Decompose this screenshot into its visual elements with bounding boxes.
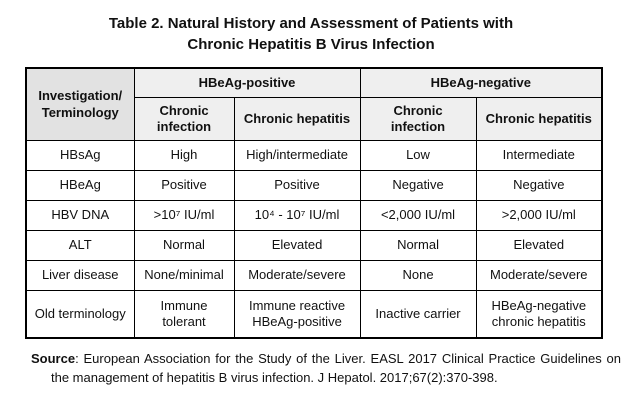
hbv-dna-pos-hepatitis-value: 10⁴ - 10⁷ IU/ml: [233, 200, 361, 231]
liver-disease-pos-hepatitis-value: Moderate/severe: [233, 260, 361, 291]
table-title: Table 2. Natural History and Assessment …: [30, 13, 592, 55]
group-header-hbeag-negative: HBeAg-negative: [359, 67, 603, 98]
table-title-line1: Table 2. Natural History and Assessment …: [108, 15, 514, 32]
table-row-hbeag: HBeAg Positive Positive Negative Negativ…: [25, 170, 603, 201]
alt-pos-infection-value: Normal: [133, 230, 235, 261]
row-label-hbeag: HBeAg: [25, 170, 135, 201]
corner-header-cell: Investigation/ Terminology: [25, 67, 135, 141]
hbeag-neg-infection-value: Negative: [359, 170, 477, 201]
sub-header-neg-chronic-infection: Chronic infection: [359, 97, 477, 141]
sub-header-neg-chronic-hepatitis: Chronic hepatitis: [475, 97, 603, 141]
alt-neg-infection-value: Normal: [359, 230, 477, 261]
row-label-hbv-dna: HBV DNA: [25, 200, 135, 231]
hbsag-neg-infection-value: Low: [359, 140, 477, 171]
page: Table 2. Natural History and Assessment …: [0, 13, 622, 413]
corner-header-line1: Investigation/: [38, 88, 123, 104]
old-term-neg-hepatitis-value: HBeAg-negative chronic hepatitis: [475, 290, 603, 339]
hbeag-pos-infection-value: Positive: [133, 170, 235, 201]
sub-header-pos-chronic-hepatitis: Chronic hepatitis: [233, 97, 361, 141]
source-text: : European Association for the Study of …: [51, 351, 621, 385]
liver-disease-neg-hepatitis-value: Moderate/severe: [475, 260, 603, 291]
table-row-liver-disease: Liver disease None/minimal Moderate/seve…: [25, 260, 603, 291]
old-term-neg-infection-value: Inactive carrier: [359, 290, 477, 339]
header-group-row: Investigation/ Terminology HBeAg-positiv…: [25, 67, 603, 141]
header-sub-row: Chronic infection Chronic hepatitis Chro…: [26, 97, 603, 141]
corner-header-line2: Terminology: [41, 104, 119, 120]
hbsag-pos-infection-value: High: [133, 140, 235, 171]
sub-header-pos-chronic-infection: Chronic infection: [133, 97, 235, 141]
group-header-hbeag-positive: HBeAg-positive: [133, 67, 361, 98]
table-row-hbsag: HBsAg High High/intermediate Low Interme…: [25, 140, 603, 171]
source-citation: Source: European Association for the Stu…: [31, 350, 621, 388]
table-row-alt: ALT Normal Elevated Normal Elevated: [25, 230, 603, 261]
table-title-line2: Chronic Hepatitis B Virus Infection: [187, 36, 435, 53]
alt-neg-hepatitis-value: Elevated: [475, 230, 603, 261]
hbv-dna-neg-hepatitis-value: >2,000 IU/ml: [475, 200, 603, 231]
table-row-old-terminology: Old terminology Immune tolerant Immune r…: [25, 290, 603, 339]
old-term-pos-infection-value: Immune tolerant: [133, 290, 235, 339]
liver-disease-neg-infection-value: None: [359, 260, 477, 291]
old-term-pos-hepatitis-value: Immune reactive HBeAg-positive: [233, 290, 361, 339]
source-label: Source: [31, 351, 76, 366]
row-label-alt: ALT: [25, 230, 135, 261]
hbeag-neg-hepatitis-value: Negative: [475, 170, 603, 201]
alt-pos-hepatitis-value: Elevated: [233, 230, 361, 261]
liver-disease-pos-infection-value: None/minimal: [133, 260, 235, 291]
hbv-natural-history-table: Investigation/ Terminology HBeAg-positiv…: [25, 67, 604, 339]
row-label-liver-disease: Liver disease: [25, 260, 135, 291]
hbsag-pos-hepatitis-value: High/intermediate: [233, 140, 361, 171]
table-row-hbv-dna: HBV DNA >10⁷ IU/ml 10⁴ - 10⁷ IU/ml <2,00…: [25, 200, 603, 231]
hbeag-pos-hepatitis-value: Positive: [233, 170, 361, 201]
hbsag-neg-hepatitis-value: Intermediate: [475, 140, 603, 171]
hbv-dna-neg-infection-value: <2,000 IU/ml: [359, 200, 477, 231]
row-label-old-terminology: Old terminology: [25, 290, 135, 339]
row-label-hbsag: HBsAg: [25, 140, 135, 171]
hbv-dna-pos-infection-value: >10⁷ IU/ml: [133, 200, 235, 231]
